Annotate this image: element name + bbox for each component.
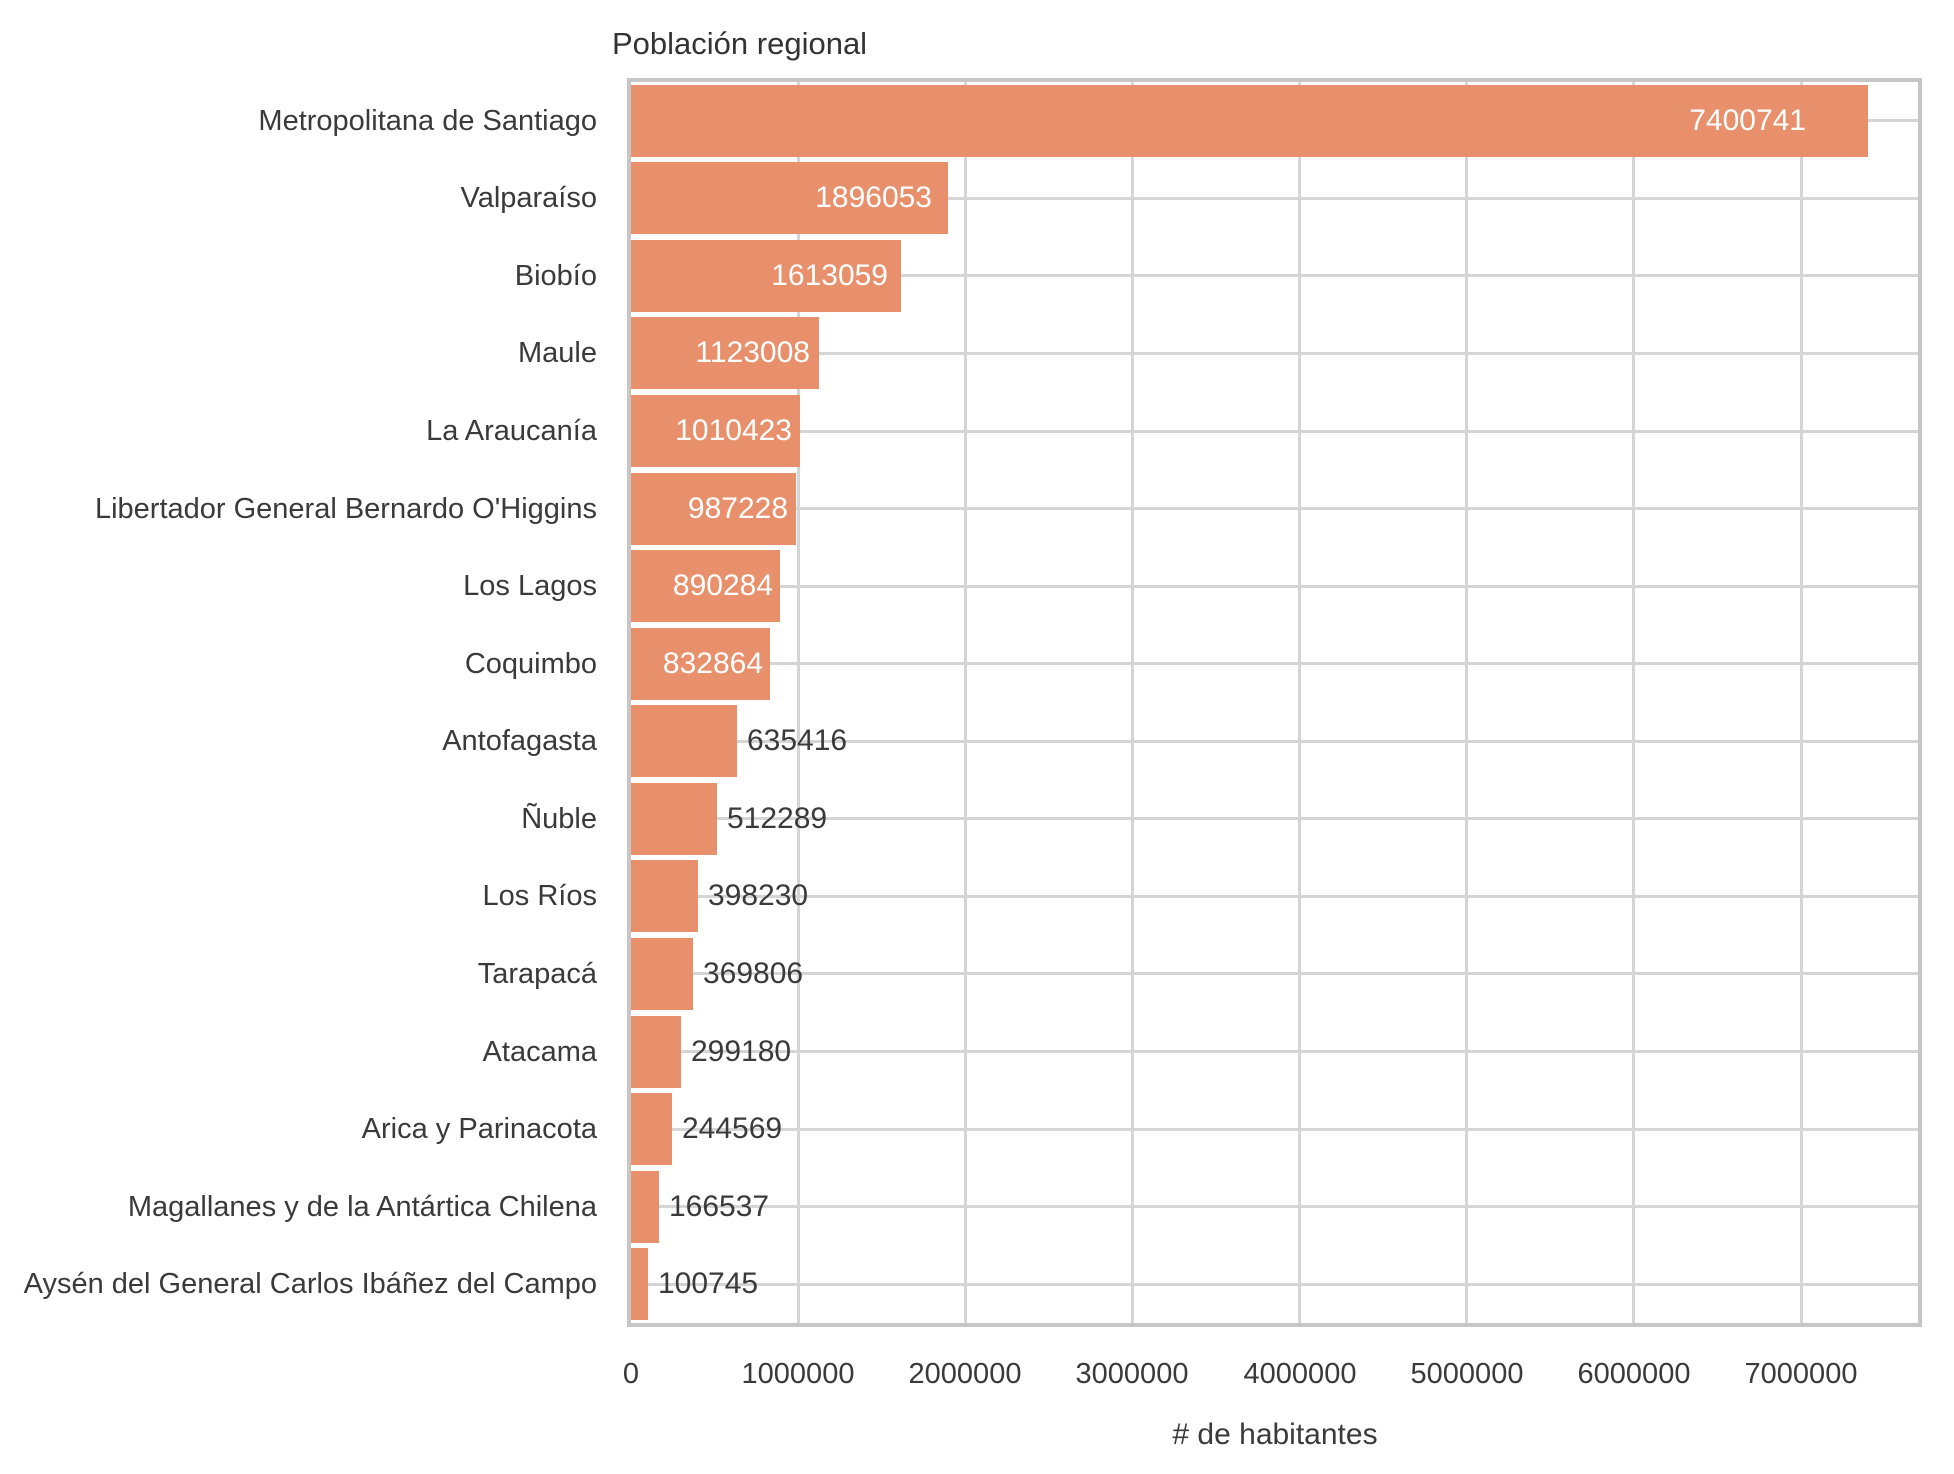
x-tick-label: 6000000 bbox=[1577, 1358, 1691, 1390]
x-gridline bbox=[1465, 82, 1468, 1323]
category-label: Maule bbox=[518, 337, 597, 369]
y-gridline bbox=[631, 740, 1918, 743]
bar-value-label: 832864 bbox=[662, 647, 763, 680]
category-label: Libertador General Bernardo O'Higgins bbox=[94, 493, 597, 525]
x-gridline bbox=[1800, 82, 1803, 1323]
bar bbox=[631, 1248, 648, 1320]
bar-value-label: 987228 bbox=[687, 492, 788, 525]
x-gridline bbox=[797, 82, 800, 1323]
bar bbox=[631, 860, 698, 932]
category-label: Aysén del General Carlos Ibáñez del Camp… bbox=[23, 1268, 597, 1300]
bar bbox=[631, 628, 770, 700]
category-label: Los Ríos bbox=[482, 880, 597, 912]
bar bbox=[631, 1016, 681, 1088]
bar-value-label: 244569 bbox=[682, 1112, 783, 1145]
x-tick-label: 5000000 bbox=[1410, 1358, 1524, 1390]
y-gridline bbox=[631, 274, 1918, 277]
category-label: Arica y Parinacota bbox=[361, 1113, 597, 1145]
category-label: Coquimbo bbox=[464, 648, 597, 680]
x-tick-label: 4000000 bbox=[1243, 1358, 1357, 1390]
bar bbox=[631, 783, 717, 855]
bar-value-label: 166537 bbox=[669, 1190, 770, 1223]
bar bbox=[631, 1093, 672, 1165]
category-label: Biobío bbox=[514, 260, 597, 292]
bar bbox=[631, 240, 901, 312]
x-tick-label: 2000000 bbox=[908, 1358, 1022, 1390]
x-gridline bbox=[1131, 82, 1134, 1323]
bar-value-label: 369806 bbox=[703, 957, 804, 990]
y-gridline bbox=[631, 662, 1918, 665]
bar-value-label: 635416 bbox=[747, 724, 848, 757]
category-label: Antofagasta bbox=[442, 725, 597, 757]
y-gridline bbox=[631, 197, 1918, 200]
y-gridline bbox=[631, 895, 1918, 898]
category-label: Magallanes y de la Antártica Chilena bbox=[127, 1191, 597, 1223]
y-gridline bbox=[631, 352, 1918, 355]
y-gridline bbox=[631, 1128, 1918, 1131]
x-tick-label: 3000000 bbox=[1075, 1358, 1189, 1390]
chart-title: Población regional bbox=[612, 26, 868, 61]
bar bbox=[631, 162, 948, 234]
bar-value-label: 512289 bbox=[727, 802, 828, 835]
bar bbox=[631, 1171, 659, 1243]
bar-value-label: 890284 bbox=[672, 569, 773, 602]
bar-value-label: 7400741 bbox=[1689, 104, 1806, 137]
x-axis-label: # de habitantes bbox=[1172, 1418, 1378, 1451]
x-tick-label: 1000000 bbox=[741, 1358, 855, 1390]
bar bbox=[631, 473, 796, 545]
y-gridline bbox=[631, 585, 1918, 588]
bar bbox=[631, 395, 800, 467]
bar-value-label: 1123008 bbox=[695, 336, 810, 369]
category-label: Los Lagos bbox=[463, 570, 597, 602]
y-gridline bbox=[631, 1050, 1918, 1053]
category-label: La Araucanía bbox=[426, 415, 597, 447]
x-tick-label: 0 bbox=[622, 1358, 640, 1390]
bar bbox=[631, 705, 737, 777]
bar-value-label: 398230 bbox=[708, 879, 809, 912]
bar-value-label: 299180 bbox=[691, 1035, 792, 1068]
plot-panel: 7400741 1896053 1613059 1123008 1010423 98722… bbox=[627, 78, 1922, 1327]
x-gridline bbox=[964, 82, 967, 1323]
category-label: Atacama bbox=[482, 1036, 597, 1068]
bar-value-label: 1613059 bbox=[771, 259, 888, 292]
y-gridline bbox=[631, 972, 1918, 975]
category-label: Tarapacá bbox=[477, 958, 597, 990]
y-gridline bbox=[631, 817, 1918, 820]
category-label: Metropolitana de Santiago bbox=[258, 105, 597, 137]
x-gridline bbox=[1632, 82, 1635, 1323]
x-gridline bbox=[1298, 82, 1301, 1323]
bar bbox=[631, 85, 1868, 157]
category-label: Ñuble bbox=[521, 803, 597, 835]
bar-value-label: 1896053 bbox=[815, 181, 932, 214]
y-gridline bbox=[631, 1205, 1918, 1208]
y-gridline bbox=[631, 1283, 1918, 1286]
bar-value-label: 100745 bbox=[658, 1267, 759, 1300]
category-label: Valparaíso bbox=[460, 182, 598, 214]
bar bbox=[631, 317, 819, 389]
y-gridline bbox=[631, 430, 1918, 433]
y-gridline bbox=[631, 507, 1918, 510]
bar bbox=[631, 938, 693, 1010]
x-tick-label: 7000000 bbox=[1744, 1358, 1858, 1390]
bar-value-label: 1010423 bbox=[675, 414, 792, 447]
bar bbox=[631, 550, 780, 622]
